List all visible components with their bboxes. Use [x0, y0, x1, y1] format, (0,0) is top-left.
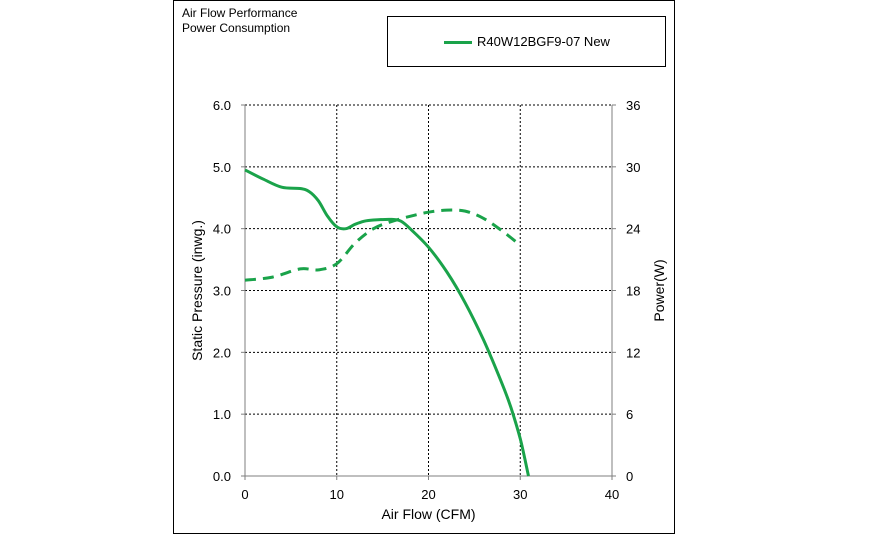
x-tick-label: 20: [421, 487, 435, 502]
x-tick-label: 10: [330, 487, 344, 502]
y2-tick-label: 12: [626, 345, 640, 360]
y-tick-label: 0.0: [213, 469, 231, 484]
y-tick-label: 5.0: [213, 160, 231, 175]
power-curve: [244, 208, 522, 282]
pressure-curve: [244, 168, 530, 477]
y2-tick-label: 6: [626, 407, 633, 422]
chart-title-line-2: Power Consumption: [182, 21, 291, 35]
y-tick-label: 6.0: [213, 98, 231, 113]
axes: [241, 104, 616, 480]
grid: [245, 104, 612, 476]
y-tick-label: 4.0: [213, 222, 231, 237]
x-axis-label: Air Flow (CFM): [381, 506, 475, 522]
y2-tick-label: 30: [626, 160, 640, 175]
y-tick-label: 3.0: [213, 284, 231, 299]
y-axis-label: Static Pressure (inwg.): [189, 220, 205, 361]
y2-axis-label: Power(W): [651, 259, 667, 321]
chart-title-line-1: Air Flow Performance: [182, 6, 298, 20]
y2-tick-label: 36: [626, 98, 640, 113]
chart-frame: [173, 0, 675, 534]
legend-label: R40W12BGF9-07 New: [477, 34, 610, 49]
x-tick-label: 40: [605, 487, 619, 502]
axis-labels: Air Flow (CFM) Static Pressure (inwg.) Pow…: [189, 220, 667, 522]
x-tick-label: 0: [241, 487, 248, 502]
y-tick-label: 1.0: [213, 407, 231, 422]
y2-tick-label: 24: [626, 222, 640, 237]
series: [244, 168, 530, 477]
tick-labels: 0 10 20 30 40 0.0 1.0 2.0 3.0 4.0 5.0 6.0 0 6 12 18 24 30…: [213, 98, 641, 502]
legend-swatch: [444, 41, 472, 44]
legend: R40W12BGF9-07 New: [387, 16, 666, 67]
y-tick-label: 2.0: [213, 345, 231, 360]
y2-tick-label: 0: [626, 469, 633, 484]
y2-tick-label: 18: [626, 284, 640, 299]
x-tick-label: 30: [513, 487, 527, 502]
